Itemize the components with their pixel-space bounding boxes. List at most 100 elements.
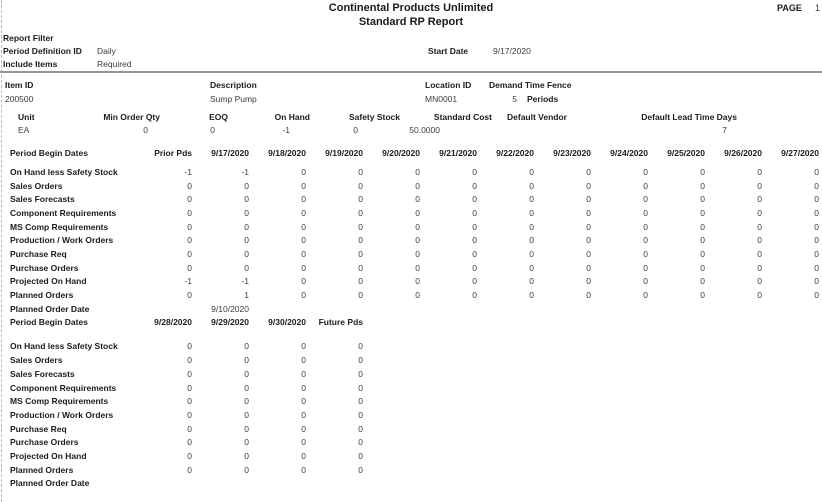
- value-cell: [306, 477, 363, 491]
- value-cell: [306, 303, 363, 317]
- safety-stock-header: Safety Stock: [348, 112, 400, 122]
- period-header-row: Period Begin Dates Prior Pds 9/17/2020 9/18…: [10, 147, 819, 161]
- value-cell: [477, 303, 534, 317]
- row-label: Projected On Hand: [10, 276, 87, 287]
- value-cell: [249, 477, 306, 491]
- row-label: Sales Forecasts: [10, 194, 75, 205]
- value-cell: 0: [358, 194, 363, 205]
- value-cell: 0: [586, 194, 591, 205]
- value-cell: 0: [244, 262, 249, 273]
- value-cell: 0: [187, 368, 192, 379]
- period-column-header: 9/19/2020: [325, 148, 363, 158]
- include-items-label: Include Items: [3, 59, 58, 69]
- value-cell: 0: [757, 194, 762, 205]
- value-cell: 0: [415, 276, 420, 287]
- period-column-header: 9/28/2020: [154, 317, 192, 327]
- table-row: Planned Order Date 9/10/2020: [10, 303, 819, 317]
- value-cell: 0: [187, 423, 192, 434]
- table-row: Production / Work Orders 0 0 0 0 0 0 0 0 0 0 0 0: [10, 234, 819, 248]
- period-column-header: 9/17/2020: [211, 148, 249, 158]
- value-cell: 0: [187, 341, 192, 352]
- page-edge-dotted-border: [1, 0, 2, 502]
- value-cell: 0: [301, 262, 306, 273]
- value-cell: 0: [301, 208, 306, 219]
- row-label: Sales Orders: [10, 180, 63, 191]
- value-cell: 0: [472, 235, 477, 246]
- value-cell: 0: [586, 262, 591, 273]
- value-cell: 0: [415, 194, 420, 205]
- period-definition-id-value: Daily: [97, 46, 116, 56]
- value-cell: 0: [814, 235, 819, 246]
- report-filter-section-title: Report Filter: [3, 33, 54, 43]
- period-begin-dates-label: Period Begin Dates: [10, 317, 88, 327]
- row-label: Planned Orders: [10, 464, 74, 475]
- period-column-header: 9/18/2020: [268, 148, 306, 158]
- value-cell: 0: [529, 166, 534, 177]
- min-order-qty-header: Min Order Qty: [103, 112, 160, 122]
- row-label: Planned Orders: [10, 290, 74, 301]
- value-cell: 0: [187, 249, 192, 260]
- value-cell: 0: [586, 235, 591, 246]
- value-cell: 0: [529, 290, 534, 301]
- value-cell: 0: [814, 249, 819, 260]
- row-label: Projected On Hand: [10, 450, 87, 461]
- value-cell: 0: [301, 437, 306, 448]
- value-cell: 0: [358, 276, 363, 287]
- period-begin-dates-label: Period Begin Dates: [10, 148, 88, 158]
- value-cell: 0: [757, 262, 762, 273]
- row-label: Purchase Req: [10, 249, 67, 260]
- period-column-header: Future Pds: [318, 317, 363, 327]
- value-cell: 0: [301, 290, 306, 301]
- value-cell: 0: [586, 221, 591, 232]
- value-cell: 0: [301, 221, 306, 232]
- value-cell: 0: [358, 180, 363, 191]
- value-cell: 0: [472, 276, 477, 287]
- value-cell: 0: [244, 450, 249, 461]
- value-cell: 0: [700, 290, 705, 301]
- item-id-value: 200500: [5, 94, 34, 104]
- value-cell: 0: [700, 249, 705, 260]
- value-cell: 0: [643, 221, 648, 232]
- value-cell: 0: [415, 180, 420, 191]
- period-definition-id-label: Period Definition ID: [3, 46, 82, 56]
- row-label: Purchase Orders: [10, 262, 79, 273]
- value-cell: 0: [244, 221, 249, 232]
- value-cell: 0: [301, 276, 306, 287]
- value-cell: 0: [187, 235, 192, 246]
- period-column-header: 9/29/2020: [211, 317, 249, 327]
- value-cell: 0: [244, 382, 249, 393]
- unit-header: Unit: [18, 112, 35, 122]
- row-label: Component Requirements: [10, 382, 117, 393]
- period-column-header: 9/25/2020: [667, 148, 705, 158]
- value-cell: 0: [586, 290, 591, 301]
- value-cell: 0: [586, 180, 591, 191]
- report-title-name: Standard RP Report: [358, 16, 464, 28]
- value-cell: 0: [187, 290, 192, 301]
- value-cell: 0: [358, 450, 363, 461]
- location-id-value: MN0001: [425, 94, 458, 104]
- table-row: On Hand less Safety Stock 0 0 0 0: [10, 340, 819, 354]
- value-cell: 0: [757, 290, 762, 301]
- value-cell: 0: [187, 437, 192, 448]
- value-cell: 0: [472, 208, 477, 219]
- value-cell: 0: [700, 221, 705, 232]
- table-rows: On Hand less Safety Stock 0 0 0 0 Sales Order…: [10, 340, 819, 491]
- value-cell: 0: [757, 235, 762, 246]
- value-cell: 0: [187, 464, 192, 475]
- value-cell: [705, 303, 762, 317]
- value-cell: 0: [244, 249, 249, 260]
- period-column-header: Prior Pds: [154, 148, 192, 158]
- value-cell: 0: [358, 166, 363, 177]
- default-lead-time-days-value: 7: [722, 125, 727, 135]
- table-row: Production / Work Orders 0 0 0 0: [10, 409, 819, 423]
- period-header-row: Period Begin Dates 9/28/2020 9/29/2020 9/30…: [10, 316, 819, 330]
- safety-stock-value: 0: [353, 125, 358, 135]
- table-row: Projected On Hand -1 -1 0 0 0 0 0 0 0 0 0 0: [10, 275, 819, 289]
- value-cell: 0: [187, 355, 192, 366]
- value-cell: 0: [814, 290, 819, 301]
- value-cell: 0: [415, 166, 420, 177]
- eoq-header: EOQ: [209, 112, 228, 122]
- value-cell: [135, 477, 192, 491]
- table-row: Component Requirements 0 0 0 0: [10, 382, 819, 396]
- table-row: Sales Forecasts 0 0 0 0 0 0 0 0 0 0 0 0: [10, 193, 819, 207]
